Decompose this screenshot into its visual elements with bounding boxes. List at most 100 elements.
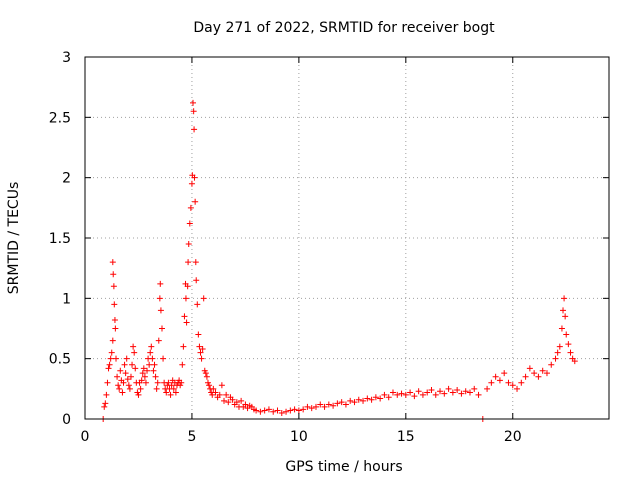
data-point (119, 389, 126, 396)
data-point (270, 408, 277, 415)
data-point (156, 295, 163, 302)
data-point (338, 399, 345, 406)
data-point (195, 331, 202, 338)
data-point (199, 346, 206, 353)
data-point (170, 385, 177, 392)
data-point (153, 385, 160, 392)
data-point (141, 373, 148, 380)
data-point (194, 301, 201, 308)
data-point (458, 390, 465, 397)
data-point (212, 389, 219, 396)
data-point (152, 373, 159, 380)
x-tick-label: 20 (504, 429, 522, 445)
data-point (105, 365, 112, 372)
data-point (154, 379, 161, 386)
data-point (325, 401, 332, 408)
data-point (291, 406, 298, 413)
data-point (501, 370, 508, 377)
data-point (147, 349, 154, 356)
data-point (206, 382, 213, 389)
data-point (130, 343, 137, 350)
data-point (548, 361, 555, 368)
data-point (103, 391, 110, 398)
data-point (158, 325, 165, 332)
data-point (179, 361, 186, 368)
data-point (196, 343, 203, 350)
data-point (475, 391, 482, 398)
data-point (125, 382, 132, 389)
data-point (121, 361, 128, 368)
data-point (385, 394, 392, 401)
data-point (111, 301, 118, 308)
data-point (142, 379, 149, 386)
data-point (163, 389, 170, 396)
data-point (108, 349, 115, 356)
data-point (193, 277, 200, 284)
data-point (543, 370, 550, 377)
y-axis-label: SRMTID / TECUs (6, 182, 22, 295)
data-point (233, 399, 240, 406)
data-point (124, 376, 131, 383)
x-tick-label: 15 (397, 429, 415, 445)
data-point (223, 391, 230, 398)
data-point (304, 403, 311, 410)
data-point (565, 341, 572, 348)
data-point (554, 349, 561, 356)
data-point (172, 389, 179, 396)
data-point (415, 388, 422, 395)
data-point (120, 379, 127, 386)
data-point (165, 379, 172, 386)
data-point (563, 331, 570, 338)
data-point (116, 385, 123, 392)
data-point (181, 313, 188, 320)
data-point (283, 408, 290, 415)
data-point (428, 387, 435, 394)
data-point (123, 355, 130, 362)
data-point (192, 259, 199, 266)
data-point (148, 343, 155, 350)
x-tick-label: 5 (187, 429, 196, 445)
data-point (398, 390, 405, 397)
data-point (112, 325, 119, 332)
data-point (424, 389, 431, 396)
data-point (167, 391, 174, 398)
data-point (111, 317, 118, 324)
data-point (334, 400, 341, 407)
data-point (377, 395, 384, 402)
data-point (330, 402, 337, 409)
data-point (364, 395, 371, 402)
data-point (202, 370, 209, 377)
data-point (445, 385, 452, 392)
data-point (295, 407, 302, 414)
data-point (185, 241, 192, 248)
data-point (168, 382, 175, 389)
data-point (184, 283, 191, 290)
data-point (287, 407, 294, 414)
data-point (518, 379, 525, 386)
data-point (198, 355, 205, 362)
data-point (462, 388, 469, 395)
data-point (531, 370, 538, 377)
data-point (137, 385, 144, 392)
data-point (109, 337, 116, 344)
data-point (571, 358, 578, 365)
data-point (106, 361, 113, 368)
y-tick-label: 2 (62, 171, 71, 187)
data-point (229, 396, 236, 403)
data-point (200, 295, 207, 302)
data-point (203, 373, 210, 380)
data-point (155, 337, 162, 344)
data-point (157, 280, 164, 287)
data-point (535, 373, 542, 380)
data-point (187, 204, 194, 211)
data-point (178, 379, 185, 386)
data-point (104, 379, 111, 386)
data-point (131, 349, 138, 356)
data-point (526, 365, 533, 372)
data-point (567, 349, 574, 356)
data-point (144, 367, 151, 374)
data-point (209, 391, 216, 398)
data-point (347, 397, 354, 404)
data-point (218, 382, 225, 389)
data-point (484, 385, 491, 392)
